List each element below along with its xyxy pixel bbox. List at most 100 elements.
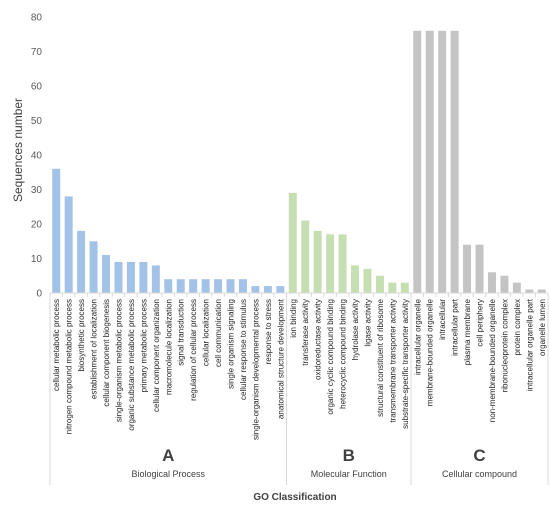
category-label: biosynthetic process — [77, 299, 86, 371]
bar-c-6 — [487, 272, 496, 293]
category-label: transmembrane transporter activity — [388, 299, 397, 423]
category-label: cellular metabolic process — [52, 299, 61, 391]
bar-b-5 — [351, 265, 360, 293]
bar-a-18 — [276, 286, 285, 293]
y-tick-label: 80 — [31, 13, 43, 24]
bar-a-6 — [126, 261, 135, 293]
category-label: plasma membrane — [463, 298, 472, 365]
category-label: ligase activity — [363, 299, 372, 347]
y-tick-label: 0 — [36, 289, 42, 300]
category-label: macromolecule localization — [164, 299, 173, 395]
category-label: nitrogen compound metabolic process — [65, 299, 74, 434]
y-tick-label: 70 — [31, 47, 43, 58]
y-tick-label: 60 — [31, 82, 43, 93]
category-label: substrate-specific transporter activity — [401, 299, 410, 429]
category-label: ribonucleoprotein complex — [500, 299, 509, 392]
bar-c-8 — [512, 282, 521, 293]
bar-a-8 — [151, 265, 160, 293]
group-letter: B — [343, 446, 355, 465]
category-label: intracellular organelle — [413, 298, 422, 375]
category-label: establishment of localization — [90, 299, 99, 399]
category-label: intracellular organelle part — [525, 298, 534, 391]
category-label: primary metabolic process — [139, 299, 148, 392]
y-tick-label: 30 — [31, 185, 43, 196]
bar-b-0 — [288, 192, 297, 293]
group-name: Biological Process — [132, 469, 206, 479]
category-label: cellular component organization — [152, 299, 161, 412]
bar-b-2 — [313, 230, 322, 293]
category-label: anatomical structure development — [276, 298, 285, 419]
category-label: cell communication — [214, 299, 223, 367]
bar-a-15 — [238, 279, 247, 293]
bar-c-4 — [463, 244, 472, 293]
bar-a-13 — [214, 279, 223, 293]
bar-a-7 — [139, 261, 148, 293]
category-label: single organism signaling — [227, 299, 236, 389]
bar-a-3 — [89, 241, 98, 293]
x-axis-title: GO Classification — [253, 492, 336, 503]
bar-a-14 — [226, 279, 235, 293]
y-tick-label: 20 — [31, 220, 43, 231]
bar-c-3 — [450, 30, 459, 294]
category-label: ion binding — [289, 299, 298, 338]
bar-b-4 — [338, 234, 347, 293]
category-label: intracellular part — [451, 298, 460, 356]
bar-b-3 — [326, 234, 335, 293]
bar-a-9 — [164, 279, 173, 293]
category-label: oxidoreductase activity — [314, 299, 323, 380]
group-name: Cellular compound — [442, 469, 517, 479]
y-tick-label: 50 — [31, 116, 43, 127]
axes-layer — [49, 292, 549, 485]
y-axis-title: Sequences number — [11, 98, 25, 202]
bar-a-2 — [77, 230, 86, 293]
bar-b-1 — [301, 220, 310, 293]
category-label: organelle lumen — [538, 299, 547, 356]
y-tick-label: 10 — [31, 254, 43, 265]
bar-c-1 — [425, 30, 434, 294]
category-label: single-organism metabolic process — [114, 299, 123, 422]
bar-a-0 — [52, 168, 61, 293]
category-label: transferase activity — [301, 299, 310, 366]
group-letter: C — [473, 446, 485, 465]
category-label: membrane-bounded organelle — [426, 298, 435, 406]
bar-a-16 — [251, 286, 260, 293]
bar-b-9 — [400, 282, 409, 293]
bar-a-4 — [102, 255, 111, 293]
category-label: cellular localization — [202, 299, 211, 366]
bar-c-0 — [413, 30, 422, 294]
category-label: organic substance metabolic process — [127, 299, 136, 431]
bar-b-7 — [375, 275, 384, 293]
bar-b-6 — [363, 268, 372, 293]
category-label: organic cyclic compound binding — [326, 299, 335, 415]
group-letter: A — [162, 446, 174, 465]
category-label: heterocyclic compound binding — [339, 299, 348, 409]
y-tick-label: 40 — [31, 151, 43, 162]
bar-a-17 — [263, 286, 272, 293]
bar-c-9 — [525, 289, 534, 293]
category-label: response to stress — [264, 299, 273, 364]
category-label: structural constituent of ribosome — [376, 298, 385, 416]
category-label: cellular response to stimulus — [239, 299, 248, 400]
category-label: hydrolase activity — [351, 299, 360, 360]
category-label: cellular component biogenesis — [102, 299, 111, 407]
bars-layer — [52, 30, 546, 294]
bar-c-2 — [438, 30, 447, 294]
bar-a-10 — [176, 279, 185, 293]
bar-b-8 — [388, 282, 397, 293]
bar-c-10 — [537, 289, 546, 293]
category-label: non-membrane-bounded organelle — [488, 298, 497, 422]
bar-c-5 — [475, 244, 484, 293]
category-label: intracellular — [438, 299, 447, 340]
category-label: protein complex — [513, 299, 522, 355]
bar-a-1 — [64, 196, 73, 293]
bar-a-11 — [189, 279, 198, 293]
group-name: Molecular Function — [311, 469, 387, 479]
bar-a-5 — [114, 261, 123, 293]
category-label: single-organism developmental process — [251, 299, 260, 440]
category-label: cell periphery — [476, 299, 485, 347]
category-label: signal transduction — [177, 299, 186, 366]
labels-layer: 0 10 20 30 40 50 60 70 80 cellular metabolic proc… — [31, 13, 547, 480]
bar-c-7 — [500, 275, 509, 293]
category-label: regulation of cellular process — [189, 299, 198, 401]
